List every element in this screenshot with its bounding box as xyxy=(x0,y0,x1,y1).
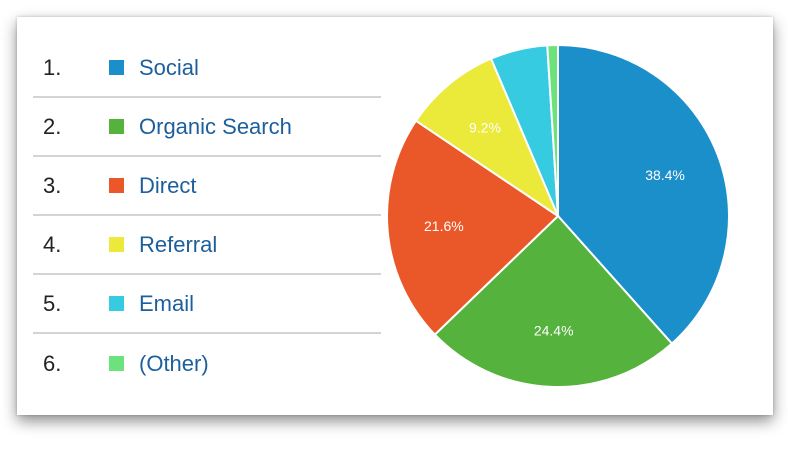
legend-item[interactable]: 5. Email xyxy=(33,275,381,334)
legend-label[interactable]: Email xyxy=(139,290,195,316)
legend: 1. Social 2. Organic Search 3. Direct 4. Referr… xyxy=(33,39,381,393)
pie-slice[interactable] xyxy=(386,119,560,337)
slice-label: 38.4% xyxy=(645,167,685,183)
legend-swatch xyxy=(109,237,124,252)
legend-swatch xyxy=(109,356,124,371)
legend-number: 2. xyxy=(43,113,62,139)
legend-label[interactable]: Organic Search xyxy=(139,113,292,139)
legend-label[interactable]: (Other) xyxy=(139,350,209,376)
legend-number: 6. xyxy=(43,350,62,376)
pie-slice[interactable] xyxy=(414,57,561,219)
pie-slice[interactable] xyxy=(433,214,674,388)
legend-item[interactable]: 6. (Other) xyxy=(33,334,381,393)
pie-slice[interactable] xyxy=(546,43,559,217)
legend-item[interactable]: 4. Referral xyxy=(33,216,381,275)
legend-label[interactable]: Social xyxy=(139,54,199,80)
slice-label: 24.4% xyxy=(534,322,574,338)
legend-item[interactable]: 2. Organic Search xyxy=(33,98,381,157)
legend-label[interactable]: Referral xyxy=(139,231,218,257)
legend-number: 1. xyxy=(43,54,62,80)
legend-label[interactable]: Direct xyxy=(139,172,197,198)
pie-slice[interactable] xyxy=(557,43,730,345)
legend-number: 5. xyxy=(43,290,62,316)
legend-swatch xyxy=(109,296,124,311)
slice-label: 21.6% xyxy=(424,218,464,234)
slice-label: 9.2% xyxy=(469,120,501,136)
legend-swatch xyxy=(109,60,124,75)
legend-swatch xyxy=(109,119,124,134)
legend-number: 3. xyxy=(43,172,62,198)
legend-number: 4. xyxy=(43,231,62,257)
legend-item[interactable]: 1. Social xyxy=(33,39,381,98)
legend-swatch xyxy=(109,178,124,193)
legend-item[interactable]: 3. Direct xyxy=(33,157,381,216)
